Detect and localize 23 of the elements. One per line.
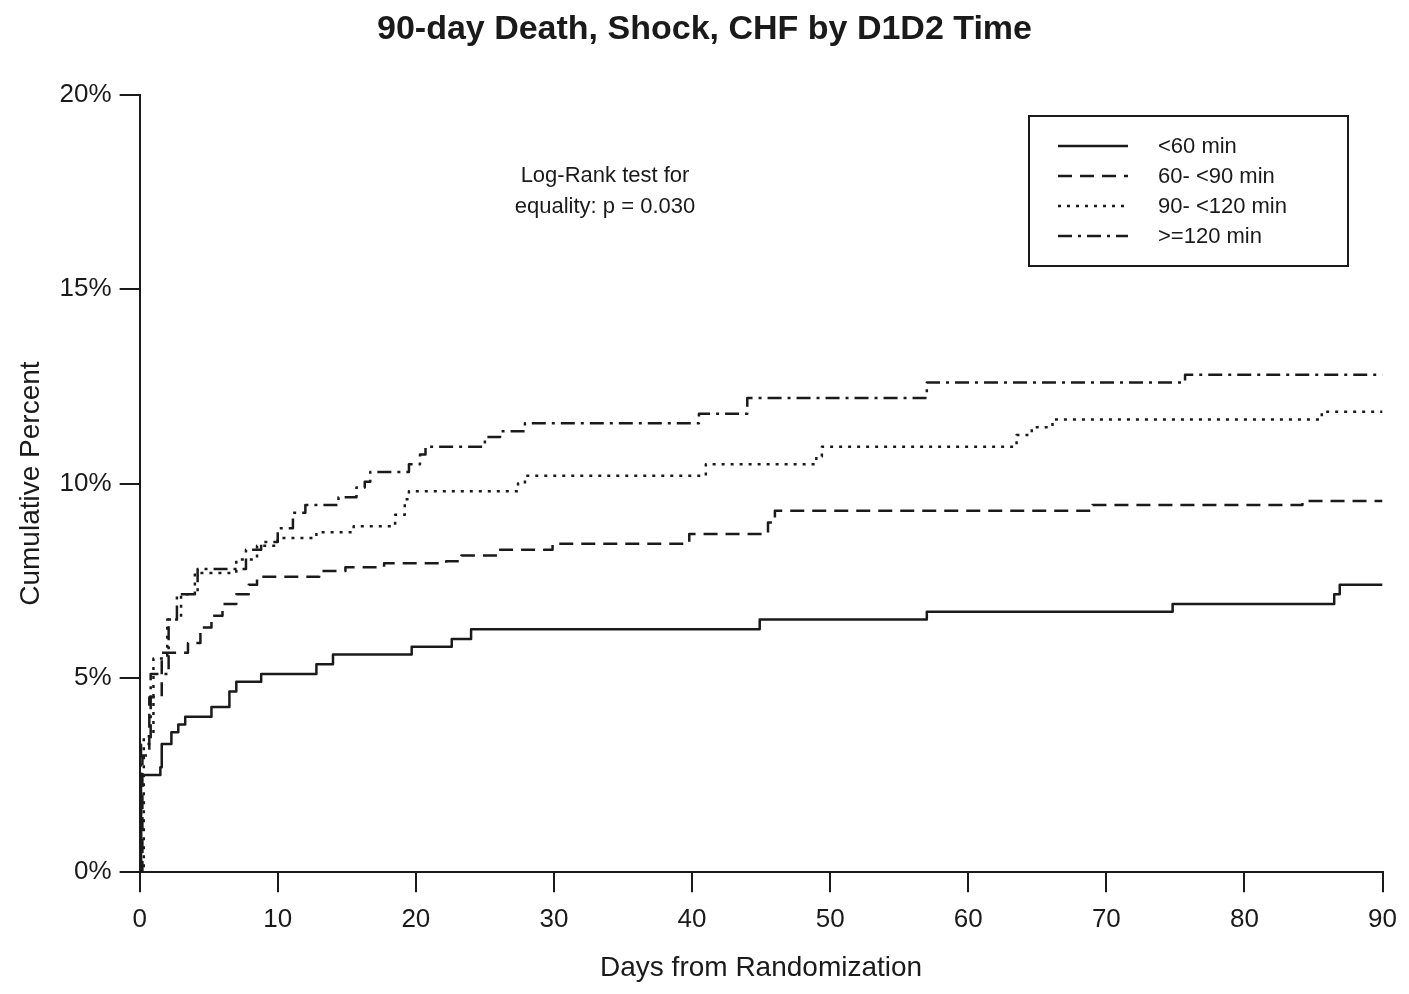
annotation: Log-Rank test for equality: p = 0.030: [513, 161, 697, 220]
x-tick-label: 30: [539, 902, 569, 933]
y-tick-label: 20%: [59, 78, 112, 109]
legend-label: >=120 min: [1157, 223, 1262, 249]
x-tick-label: 50: [815, 902, 845, 933]
y-axis-title: Cumulative Percent: [13, 361, 45, 606]
x-tick-label: 0: [132, 902, 147, 933]
x-tick-label: 40: [677, 902, 707, 933]
x-tick-label: 10: [263, 902, 293, 933]
y-tick-label: 10%: [59, 466, 112, 497]
x-tick-label: 70: [1091, 902, 1121, 933]
legend-label: <60 min: [1157, 133, 1237, 159]
legend-label: 60- <90 min: [1157, 163, 1275, 189]
x-tick-label: 60: [953, 902, 983, 933]
y-tick-label: 5%: [74, 661, 112, 692]
y-tick-label: 15%: [59, 272, 112, 303]
x-tick-label: 90: [1368, 902, 1397, 933]
x-tick-label: 80: [1229, 902, 1259, 933]
legend-label: 90- <120 min: [1157, 193, 1287, 219]
chart-title: 90-day Death, Shock, CHF by D1D2 Time: [376, 8, 1033, 47]
y-tick-label: 0%: [74, 855, 112, 886]
x-tick-label: 20: [401, 902, 431, 933]
x-axis-title: Days from Randomization: [600, 950, 923, 982]
